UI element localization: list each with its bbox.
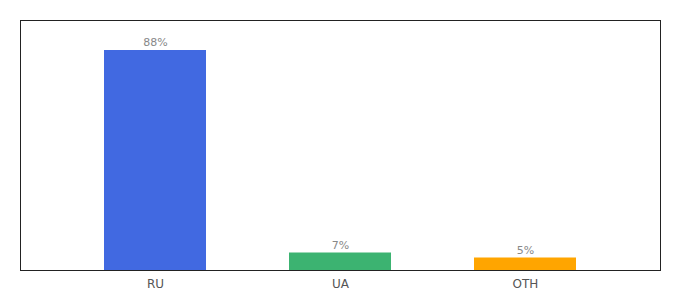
svg-text:OTH: OTH — [513, 277, 539, 291]
svg-text:UA: UA — [332, 277, 350, 291]
svg-text:RU: RU — [147, 277, 164, 291]
svg-text:7%: 7% — [332, 239, 349, 252]
svg-text:5%: 5% — [517, 244, 534, 257]
svg-text:88%: 88% — [143, 36, 167, 49]
